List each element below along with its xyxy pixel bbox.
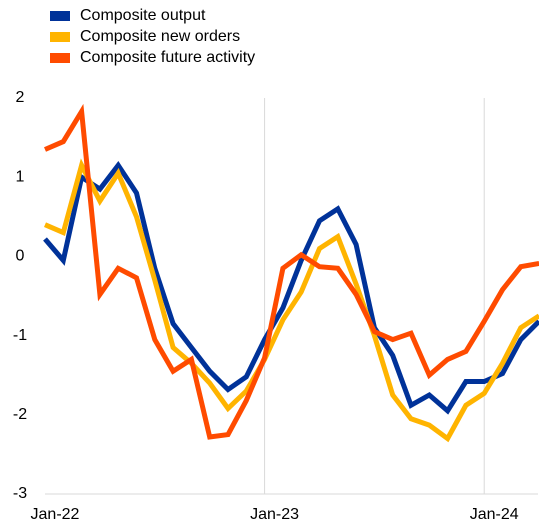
- y-tick-label: 1: [16, 168, 25, 185]
- series-line: [44, 103, 539, 440]
- x-tick-label: Jan-23: [250, 506, 299, 523]
- legend-swatch: [50, 32, 70, 42]
- x-tick-label: Jan-24: [470, 506, 519, 523]
- y-tick-label: -2: [13, 406, 27, 423]
- y-tick-label: 0: [16, 248, 25, 265]
- legend-label: Composite output: [80, 7, 206, 24]
- series-line: [44, 158, 539, 443]
- legend-label: Composite new orders: [80, 28, 240, 45]
- y-tick-label: -1: [13, 327, 27, 344]
- legend-swatch: [50, 53, 70, 63]
- x-tick-label: Jan-22: [31, 506, 80, 523]
- legend-label: Composite future activity: [80, 49, 255, 66]
- legend-swatch: [50, 11, 70, 21]
- y-tick-label: 2: [16, 89, 25, 106]
- series-line: [43, 160, 539, 415]
- y-tick-label: -3: [13, 485, 27, 502]
